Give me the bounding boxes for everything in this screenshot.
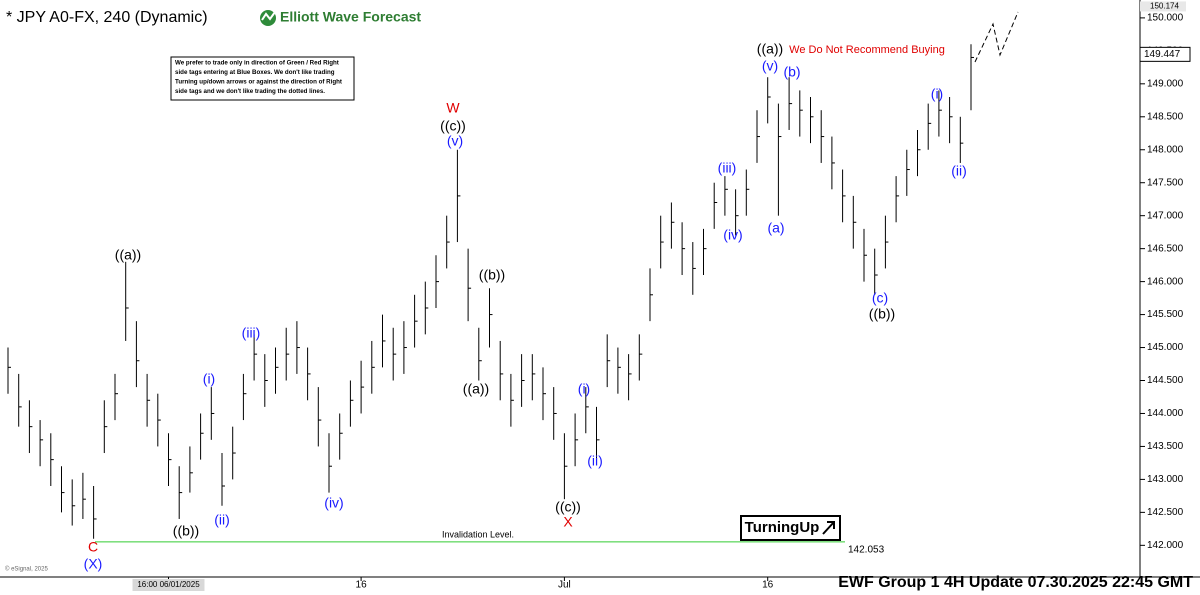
y-tick-label: 144.500 xyxy=(1147,375,1184,386)
x-cursor-box xyxy=(132,579,205,591)
badge-box xyxy=(740,515,841,541)
x-tick-label: 16 xyxy=(762,580,774,591)
wave-label: (b) xyxy=(783,64,800,80)
wave-label: (iv) xyxy=(723,227,742,243)
wave-label: ((b)) xyxy=(173,523,199,539)
wave-label: (v) xyxy=(762,58,778,74)
y-tick-label: 146.000 xyxy=(1147,276,1184,287)
badge-arrow xyxy=(822,521,835,535)
wave-label: W xyxy=(446,100,460,116)
y-tick-label: 144.000 xyxy=(1147,408,1184,419)
x-tick-label: 16:00 06/01/2025 xyxy=(137,580,200,589)
y-tick-label: 145.500 xyxy=(1147,309,1184,320)
wave-label: ((b)) xyxy=(869,306,895,322)
logo-wave xyxy=(261,11,276,21)
wave-label: (iii) xyxy=(718,160,737,176)
y-tick-label: 149.000 xyxy=(1147,78,1184,89)
wave-label: (i) xyxy=(203,371,215,387)
wave-label: (i) xyxy=(931,86,943,102)
wave-label: (iv) xyxy=(324,495,343,511)
note-line: We prefer to trade only in direction of … xyxy=(175,60,339,67)
note-line: Turning up/down arrows or against the di… xyxy=(175,79,342,86)
y-tick-label: 143.500 xyxy=(1147,441,1184,452)
wave-label: (iii) xyxy=(242,325,261,341)
y-tick-label: 147.000 xyxy=(1147,210,1184,221)
y-tick-label: 145.000 xyxy=(1147,342,1184,353)
note-box xyxy=(170,56,355,101)
warning: We Do Not Recommend Buying xyxy=(789,44,945,56)
wave-label: ((a)) xyxy=(757,41,783,57)
top-price-box xyxy=(1140,1,1186,12)
y-tick-label: 148.500 xyxy=(1147,111,1184,122)
wave-label: ((c)) xyxy=(555,499,581,515)
wave-label: (ii) xyxy=(951,163,967,179)
x-tick-label: 16 xyxy=(356,580,368,591)
wave-label: X xyxy=(563,514,573,530)
wave-label: ((a)) xyxy=(115,247,141,263)
note-line: side tags and we don't like trading the … xyxy=(175,88,325,95)
wave-label: ((a)) xyxy=(463,381,489,397)
invalidation-value: 142.053 xyxy=(848,544,885,555)
y-tick-label: 143.000 xyxy=(1147,474,1184,485)
y-tick-label: 147.500 xyxy=(1147,177,1184,188)
y-tick-label: 146.500 xyxy=(1147,243,1184,254)
note-line: side tags entering at Blue Boxes. We don… xyxy=(175,69,335,76)
last-price-box xyxy=(1139,46,1191,62)
footer: EWF Group 1 4H Update 07.30.2025 22:45 G… xyxy=(838,574,1193,591)
wave-label: (i) xyxy=(578,381,590,397)
y-tick-label: 142.500 xyxy=(1147,507,1184,518)
last-price: 149.447 xyxy=(1144,49,1181,60)
wave-label: (ii) xyxy=(587,453,603,469)
wave-label: (v) xyxy=(447,133,463,149)
copyright: © eSignal, 2025 xyxy=(5,566,48,573)
badge: TurningUp xyxy=(745,519,820,536)
y-tick-label: 148.000 xyxy=(1147,144,1184,155)
chart-title: * JPY A0-FX, 240 (Dynamic) xyxy=(6,9,208,26)
wave-label: ((b)) xyxy=(479,267,505,283)
top-price: 150.174 xyxy=(1150,2,1179,11)
invalidation-label: Invalidation Level. xyxy=(442,529,514,539)
wave-label: ((c)) xyxy=(440,118,466,134)
brand: Elliott Wave Forecast xyxy=(280,9,421,25)
y-tick-label: 142.000 xyxy=(1147,540,1184,551)
wave-label: (c) xyxy=(872,290,888,306)
wave-label: (a) xyxy=(767,220,784,236)
note: We prefer to trade only in direction of … xyxy=(175,60,342,96)
wave-label: C xyxy=(88,539,98,555)
projection xyxy=(974,11,1019,63)
wave-label: (X) xyxy=(84,556,103,572)
x-tick-label: Jul xyxy=(558,580,571,591)
wave-label: (ii) xyxy=(214,512,230,528)
y-tick-label: 150.000 xyxy=(1147,13,1184,24)
